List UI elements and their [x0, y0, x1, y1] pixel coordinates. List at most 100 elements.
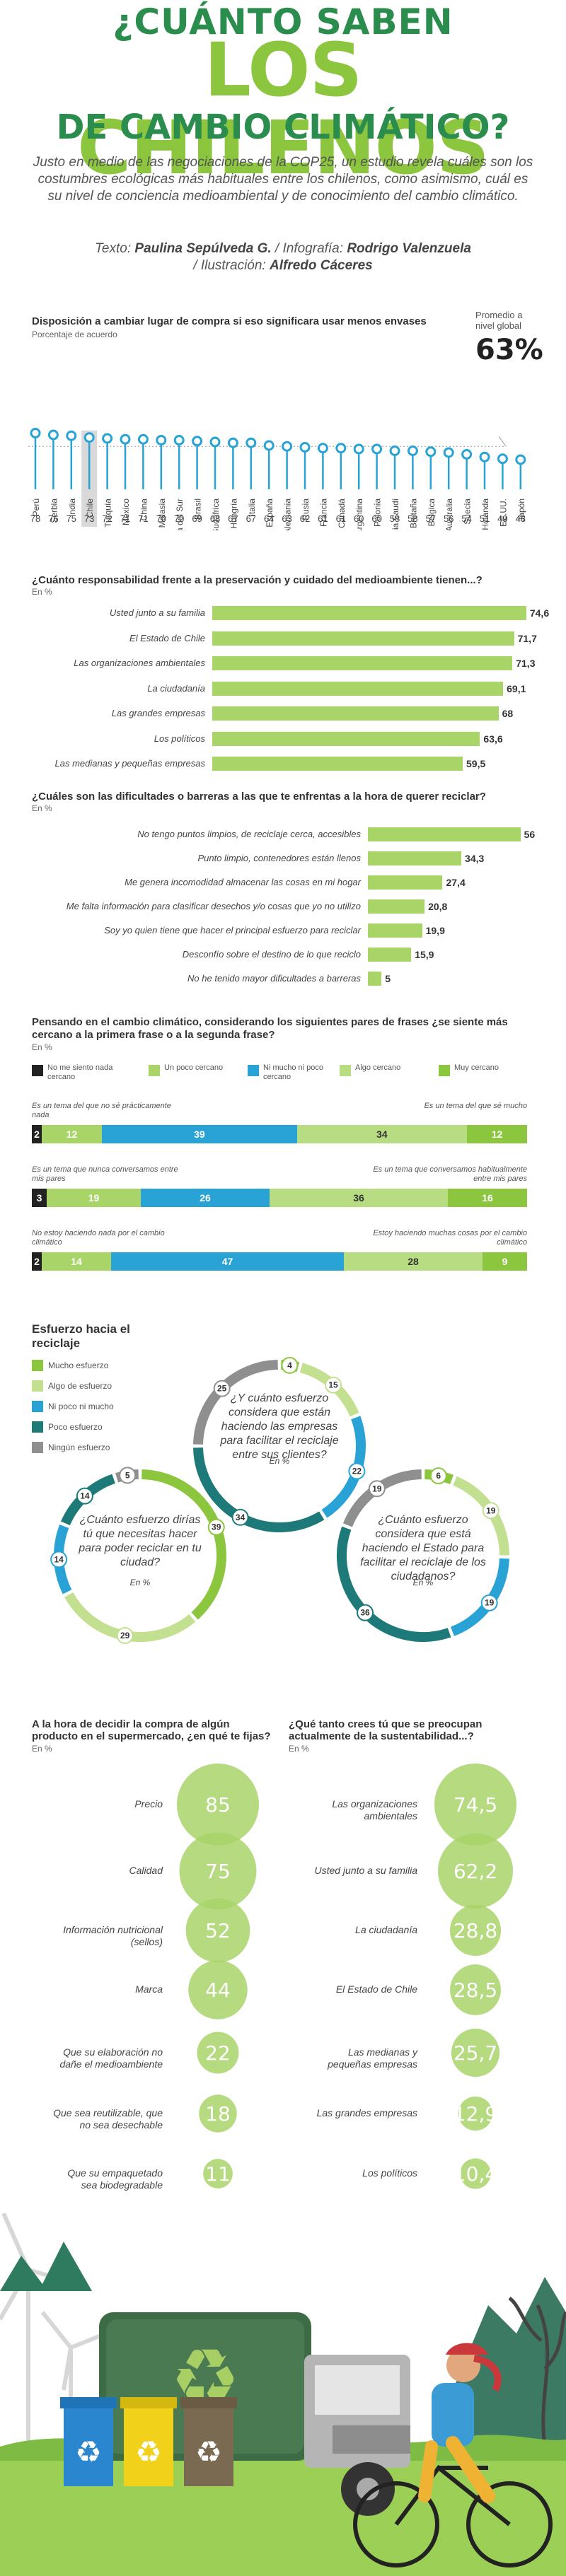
ring-unit: En % — [269, 1456, 290, 1466]
bubble-label: Marca — [135, 1983, 163, 1995]
ring-value-badge — [429, 1467, 447, 1485]
country-value: 68 — [210, 513, 220, 524]
lollipop-dot — [30, 428, 41, 438]
legend-swatch — [32, 1065, 43, 1076]
bar-label: La ciudadanía — [147, 682, 205, 694]
legend-label: Ningún esfuerzo — [48, 1443, 110, 1452]
bubble-label: Precio — [134, 1798, 163, 1809]
bubble — [199, 2094, 237, 2133]
bar-label: Soy yo quien tiene que hacer el principa… — [104, 925, 361, 936]
country-value: 58 — [390, 513, 400, 524]
ring-value-badge — [281, 1356, 299, 1374]
country-label: Japón — [516, 499, 526, 522]
lollipop-dot — [407, 445, 418, 456]
legend-swatch — [439, 1065, 450, 1076]
bubble-value: 28,5 — [454, 1978, 497, 2002]
ring-value: 14 — [80, 1491, 90, 1501]
sustain-subtitle: En % — [289, 1744, 309, 1754]
stack-segment: 12 — [467, 1125, 527, 1143]
lollipop-dot — [515, 454, 526, 465]
lollipop-dot — [47, 429, 59, 441]
bar-label: El Estado de Chile — [129, 632, 205, 643]
bar-value: 34,3 — [465, 853, 485, 864]
bar — [212, 681, 504, 696]
country-value: 49 — [497, 513, 507, 524]
country-value: 67 — [246, 513, 256, 524]
intro-text: Justo en medio de las negociaciones de l… — [33, 155, 533, 204]
bubble-value: 85 — [205, 1793, 231, 1817]
stacked-title: Pensando en el cambio climático, conside… — [32, 1016, 508, 1041]
mountain-icon — [453, 2277, 566, 2447]
bar — [368, 972, 382, 986]
legend-swatch — [32, 1401, 43, 1412]
bubble-label: Que su empaquetado sea biodegradable — [67, 2167, 163, 2191]
ring-value-badge — [482, 1502, 499, 1520]
pair-left-label: Es un tema del que no sé prácticamente n… — [32, 1102, 171, 1119]
country-value: 58 — [408, 513, 417, 524]
ring-question: ¿Cuánto esfuerzo considera que está haci… — [360, 1514, 486, 1583]
lollipop-dot — [389, 445, 400, 456]
responsibility-subtitle: En % — [32, 587, 52, 597]
global-avg-label: Promedio a nivel global — [475, 310, 523, 331]
bar-label: Desconfío sobre el destino de lo que rec… — [182, 949, 361, 960]
bubble-value: 10,4 — [454, 2162, 497, 2186]
rings-chart: 4 15 22 34 25 39 29 14 14 5 6 19 19 36 19 — [50, 1356, 509, 1645]
title-line-3: DE CAMBIO CLIMÁTICO? — [56, 107, 510, 147]
ring-value: 22 — [352, 1467, 362, 1476]
lollipop-dot — [192, 436, 203, 447]
bar-label: Las grandes empresas — [111, 708, 205, 718]
lollipop-dot — [102, 433, 113, 444]
lollipop-dot — [120, 433, 131, 445]
bar — [368, 923, 422, 938]
bar-label: No tengo puntos limpios, de reciclaje ce… — [137, 829, 361, 839]
bubble — [197, 2032, 239, 2074]
ring-value-badge — [50, 1551, 68, 1568]
rings-title: Esfuerzo hacia el reciclaje — [32, 1322, 130, 1350]
bubble-value: 52 — [205, 1919, 231, 1942]
ring-value-badge — [368, 1480, 386, 1498]
bar — [368, 875, 443, 890]
stack-segment: 34 — [296, 1125, 468, 1143]
country-label: Suecia — [463, 499, 473, 525]
country-value: 67 — [228, 513, 238, 524]
legend-label: Poco esfuerzo — [48, 1422, 103, 1432]
ring-question: ¿Cuánto esfuerzo dirías tú que necesitas… — [79, 1514, 202, 1568]
bar-value: 74,6 — [529, 607, 550, 619]
country-value: 73 — [84, 513, 94, 524]
stack-segment: 16 — [448, 1189, 527, 1207]
title-line-1: ¿CUÁNTO SABEN — [112, 1, 454, 42]
bar-label: Me falta información para clasificar des… — [66, 901, 361, 911]
country-value: 64 — [264, 513, 274, 524]
bubble-value: 18 — [205, 2102, 231, 2126]
country-value: 78 — [30, 513, 40, 524]
global-avg-value: 63% — [475, 334, 543, 366]
lollipop-dot — [335, 443, 347, 454]
bar — [212, 631, 514, 646]
mountain-icon — [0, 2242, 92, 2291]
bubble — [188, 1960, 248, 2020]
country-label: Perú — [31, 499, 41, 516]
svg-text:♻: ♻ — [75, 2435, 102, 2469]
bubble — [450, 1964, 501, 2015]
legend-swatch — [149, 1065, 160, 1076]
bubble-value: 44 — [205, 1978, 231, 2002]
bubble-label: Que su elaboración no dañe el medioambie… — [59, 2046, 163, 2070]
bubble-label: Las organizaciones ambientales — [332, 1798, 417, 1822]
country-value: 51 — [480, 513, 490, 524]
ring-value-badge — [348, 1462, 366, 1480]
legend-label: Ni mucho ni poco cercano — [263, 1063, 323, 1081]
credits-infographic: Rodrigo Valenzuela — [347, 241, 471, 256]
bubble — [458, 2096, 493, 2131]
country-label: Malasia — [157, 499, 167, 528]
lollipop-subtitle: Porcentaje de acuerdo — [32, 330, 117, 339]
lollipop-dot — [461, 449, 473, 460]
bar-label: Las organizaciones ambientales — [74, 658, 205, 668]
ring-value: 25 — [217, 1384, 227, 1394]
country-label: China — [139, 499, 149, 521]
country-label: Canadá — [337, 499, 347, 528]
bar-label: No he tenido mayor dificultades a barrer… — [187, 973, 361, 984]
country-value: 69 — [192, 513, 202, 524]
stack-segment: 2 — [32, 1125, 42, 1143]
country-label: Hungría — [229, 499, 238, 529]
lollipop-dot — [246, 437, 257, 448]
